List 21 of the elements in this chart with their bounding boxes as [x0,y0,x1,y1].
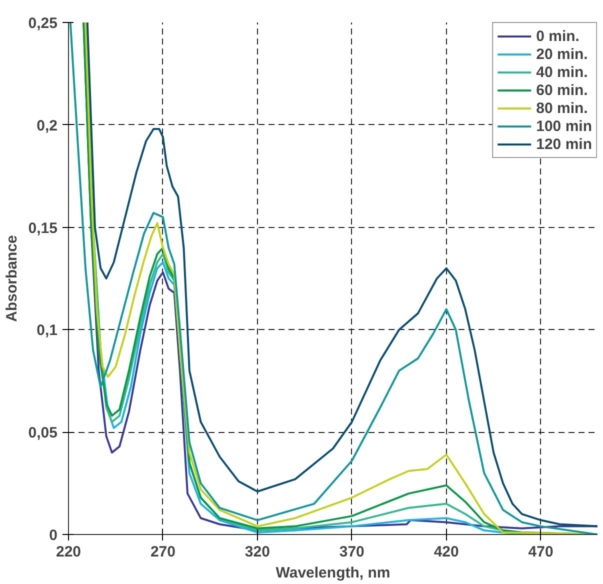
x-tick-label: 370 [339,544,364,560]
x-axis-title: Wavelength, nm [276,564,390,582]
legend-label: 120 min [536,135,592,153]
x-tick-label: 420 [434,544,459,560]
y-tick-label: 0,25 [28,15,58,32]
y-tick-label: 0,1 [36,322,58,340]
x-tick-label: 220 [56,544,82,560]
y-tick-label: 0,2 [36,117,58,134]
y-tick-label: 0,05 [28,424,58,442]
x-tick-label: 270 [150,544,176,560]
legend-label: 80 min. [536,99,588,117]
legend-label: 40 min. [536,63,588,81]
y-axis-title: Absorbance [3,235,20,322]
legend-label: 60 min. [536,81,588,99]
legend-label: 0 min. [536,27,580,45]
y-tick-label: 0 [49,527,58,544]
legend-label: 100 min [536,117,592,135]
y-tick-label: 0,15 [28,220,58,237]
legend-label: 20 min. [536,45,588,63]
x-tick-label: 470 [528,544,554,560]
x-tick-label: 320 [244,544,270,560]
